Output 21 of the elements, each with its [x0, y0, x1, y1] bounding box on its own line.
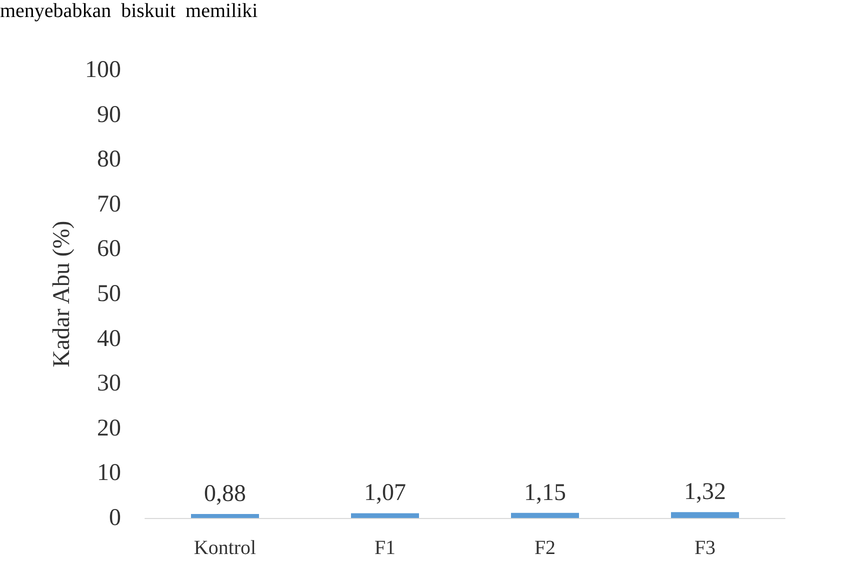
y-tick-label: 50: [97, 281, 121, 307]
data-label: 0,88: [204, 481, 246, 508]
data-label: 1,07: [364, 480, 406, 506]
y-tick-label: 0: [109, 505, 121, 531]
text: menyebabkan biskuit memiliki: [0, 0, 258, 23]
y-tick-label: 90: [97, 102, 121, 128]
x-tick-label: F1: [374, 537, 396, 559]
data-label: 1,15: [524, 480, 566, 506]
x-tick-label: F3: [694, 537, 716, 559]
y-tick-label: 60: [97, 236, 121, 262]
y-axis-title: Kadar Abu (%): [49, 220, 76, 368]
y-tick-label: 10: [97, 460, 121, 486]
y-tick-label: 40: [97, 326, 121, 352]
data-label: 1,32: [684, 479, 726, 506]
y-tick-label: 30: [97, 370, 121, 397]
y-tick-label: 20: [97, 415, 121, 442]
y-tick-label: 70: [97, 191, 121, 218]
y-tick-label: 100: [85, 57, 121, 83]
x-tick-label: Kontrol: [194, 537, 257, 559]
x-tick-label: F2: [534, 537, 556, 559]
y-tick-label: 80: [97, 146, 121, 173]
